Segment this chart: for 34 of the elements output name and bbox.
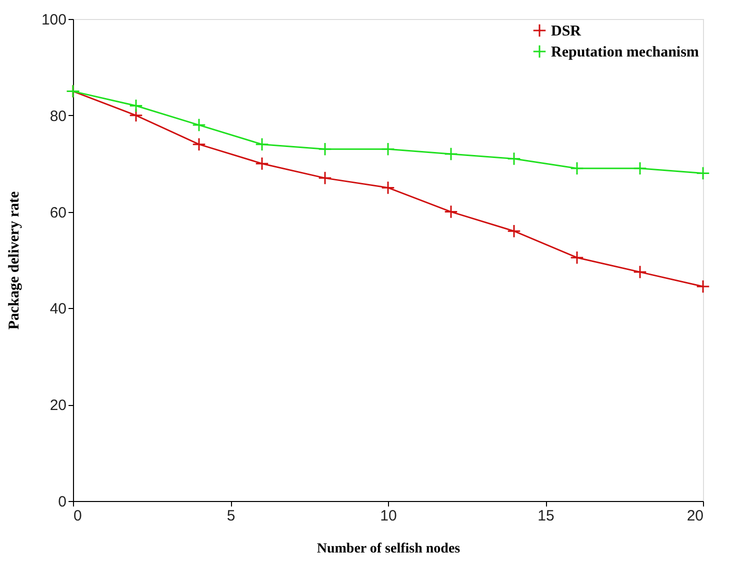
- x-tick-label: 10: [380, 508, 397, 524]
- legend-label: DSR: [551, 24, 582, 40]
- point: [444, 204, 458, 219]
- point: [192, 137, 206, 152]
- x-tick-label: 15: [538, 508, 554, 524]
- point: [192, 118, 206, 132]
- point: [570, 162, 584, 176]
- point: [129, 98, 143, 113]
- x-tick-label: 0: [74, 508, 82, 524]
- y-tick-label: 60: [50, 204, 66, 222]
- point: [381, 180, 395, 195]
- point: [696, 280, 710, 294]
- point: [318, 142, 332, 156]
- point: [381, 142, 395, 156]
- x-tick-label: 5: [226, 508, 236, 524]
- legend-label: Reputation mechanism: [551, 44, 700, 60]
- point: [255, 156, 269, 170]
- y-tick-label: 0: [58, 494, 66, 510]
- point: [318, 171, 332, 185]
- x-tick-label: 20: [686, 508, 704, 524]
- y-tick-label: 40: [50, 300, 66, 318]
- point: [696, 166, 710, 180]
- y-tick-label: 80: [50, 108, 66, 125]
- point: [633, 265, 647, 279]
- point: [507, 224, 521, 238]
- point: [255, 137, 269, 152]
- point: [570, 250, 584, 264]
- point: [633, 162, 647, 176]
- y-tick-label: 100: [41, 12, 66, 28]
- x-axis-title: Number of selfish nodes: [316, 542, 461, 556]
- point: [507, 152, 521, 166]
- y-tick-label: 20: [50, 397, 66, 414]
- point: [444, 147, 458, 161]
- y-axis-title: Package delivery rate: [6, 191, 22, 330]
